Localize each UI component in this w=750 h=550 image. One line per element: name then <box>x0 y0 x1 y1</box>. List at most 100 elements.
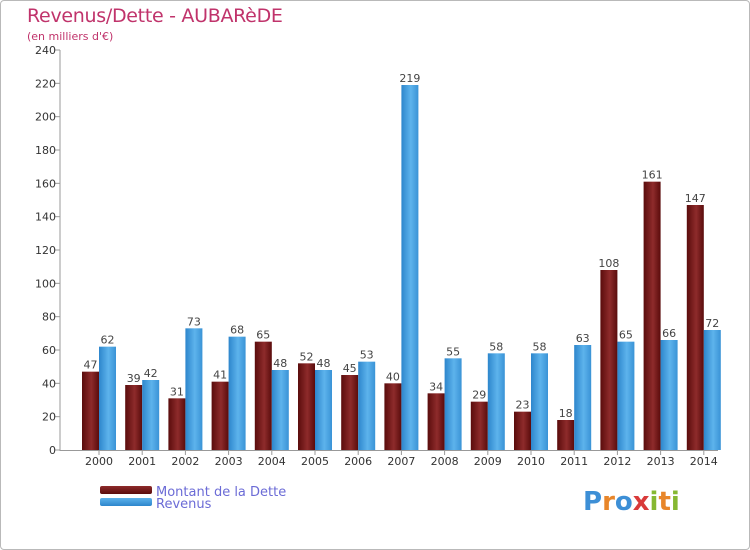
data-label-debt: 31 <box>170 385 184 398</box>
y-tick-label: 20 <box>42 411 56 424</box>
x-tick-label: 2003 <box>215 455 243 468</box>
legend-label-debt: Montant de la Dette <box>156 485 287 500</box>
data-label-revenue: 58 <box>533 340 547 353</box>
data-label-debt: 65 <box>256 329 270 342</box>
bar-revenue <box>271 370 289 450</box>
data-label-revenue: 65 <box>619 329 633 342</box>
bar-revenue <box>617 341 635 450</box>
bar-debt <box>686 205 704 450</box>
bar-revenue <box>574 345 592 450</box>
x-tick-label: 2013 <box>647 455 675 468</box>
legend-swatch-revenue <box>100 498 152 506</box>
bar-debt <box>82 371 99 450</box>
proxiti-logo: Proxiti <box>583 487 680 517</box>
x-tick-label: 2000 <box>85 455 113 468</box>
legend-swatch-debt <box>100 486 152 494</box>
y-tick-label: 40 <box>42 377 56 390</box>
bar-revenue <box>228 336 246 450</box>
x-tick-label: 2012 <box>603 455 631 468</box>
bar-revenue <box>660 340 678 450</box>
data-label-debt: 108 <box>598 257 619 270</box>
x-tick-label: 2006 <box>344 455 372 468</box>
data-label-debt: 52 <box>300 350 314 363</box>
bar-debt <box>254 341 272 450</box>
data-label-debt: 18 <box>559 407 573 420</box>
bar-revenue <box>531 353 548 450</box>
x-tick-label: 2010 <box>517 455 545 468</box>
chart-subtitle: (en milliers d'€) <box>27 30 114 43</box>
data-label-revenue: 72 <box>705 317 719 330</box>
data-label-revenue: 63 <box>576 332 590 345</box>
y-tick-label: 80 <box>42 311 56 324</box>
x-tick-label: 2009 <box>474 455 502 468</box>
bar-revenue <box>487 353 505 450</box>
chart-title: Revenus/Dette - AUBARèDE <box>27 5 283 27</box>
data-label-revenue: 42 <box>144 367 158 380</box>
data-label-revenue: 53 <box>360 349 374 362</box>
legend-label-revenue: Revenus <box>156 497 212 512</box>
y-tick-label: 60 <box>42 344 56 357</box>
bar-revenue <box>358 361 376 450</box>
bar-debt <box>514 411 531 450</box>
y-tick-label: 220 <box>35 77 56 90</box>
bar-revenue <box>185 328 203 450</box>
bar-debt <box>643 181 661 450</box>
data-label-debt: 23 <box>516 399 530 412</box>
data-label-revenue: 48 <box>273 357 287 370</box>
x-tick-label: 2005 <box>301 455 329 468</box>
x-tick-label: 2008 <box>431 455 459 468</box>
data-label-revenue: 62 <box>101 334 115 347</box>
data-label-debt: 161 <box>642 169 663 182</box>
x-tick-label: 2001 <box>128 455 156 468</box>
x-tick-label: 2011 <box>560 455 588 468</box>
bar-debt <box>211 381 229 450</box>
data-label-debt: 34 <box>429 380 443 393</box>
logo-letter: r <box>602 487 615 517</box>
bar-debt <box>341 375 359 450</box>
data-label-debt: 29 <box>472 389 486 402</box>
bar-revenue <box>444 358 462 450</box>
logo-letter: t <box>658 487 671 517</box>
bar-debt <box>168 398 186 450</box>
data-label-debt: 40 <box>386 370 400 383</box>
data-label-debt: 47 <box>84 359 98 372</box>
data-label-revenue: 55 <box>446 345 460 358</box>
y-tick-label: 200 <box>35 111 56 124</box>
y-tick-label: 0 <box>49 444 56 457</box>
y-tick-label: 160 <box>35 177 56 190</box>
data-label-debt: 39 <box>127 372 141 385</box>
data-label-revenue: 66 <box>662 327 676 340</box>
bar-debt <box>384 383 402 450</box>
bar-revenue <box>99 346 116 450</box>
bar-debt <box>557 420 575 450</box>
y-tick-label: 140 <box>35 211 56 224</box>
logo-letter: o <box>614 487 633 517</box>
bar-debt <box>600 270 618 450</box>
bar-debt <box>298 363 315 450</box>
data-label-revenue: 73 <box>187 315 201 328</box>
x-tick-label: 2014 <box>690 455 718 468</box>
bar-revenue <box>142 380 160 450</box>
bar-revenue <box>703 330 721 450</box>
logo-letter: i <box>670 487 680 517</box>
bar-revenue <box>315 370 332 450</box>
bar-debt <box>470 401 488 450</box>
data-label-debt: 41 <box>213 369 227 382</box>
bar-debt <box>125 385 143 450</box>
x-tick-label: 2004 <box>258 455 286 468</box>
data-label-revenue: 58 <box>489 340 503 353</box>
x-tick-label: 2002 <box>171 455 199 468</box>
logo-letter: i <box>649 487 659 517</box>
y-tick-label: 100 <box>35 277 56 290</box>
data-label-debt: 147 <box>685 192 706 205</box>
logo-letter: P <box>583 487 603 517</box>
logo-letter: x <box>632 487 650 517</box>
data-label-revenue: 68 <box>230 324 244 337</box>
y-tick-label: 120 <box>35 244 56 257</box>
data-label-revenue: 48 <box>317 357 331 370</box>
y-tick-label: 240 <box>35 44 56 57</box>
bar-debt <box>427 393 445 450</box>
data-label-revenue: 219 <box>399 72 420 85</box>
y-tick-label: 180 <box>35 144 56 157</box>
